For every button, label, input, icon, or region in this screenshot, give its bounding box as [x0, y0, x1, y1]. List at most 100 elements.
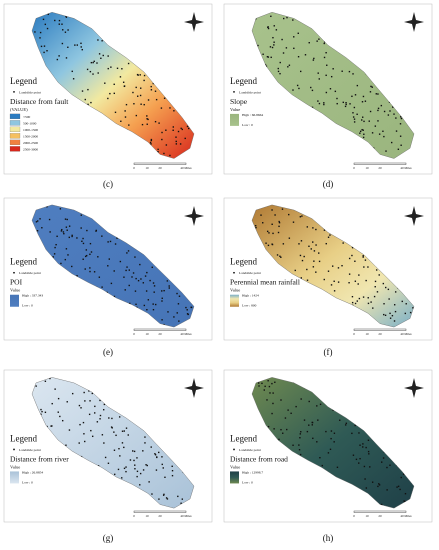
- legend-swatch: [9, 139, 21, 145]
- landslide-point: [169, 154, 171, 157]
- landslide-point: [44, 23, 47, 26]
- landslide-point: [327, 452, 330, 454]
- landslide-point: [76, 237, 78, 239]
- landslide-point: [132, 91, 134, 94]
- legend-item: High : 12998.7: [242, 470, 263, 474]
- landslide-point: [325, 52, 327, 54]
- landslide-point: [356, 84, 359, 87]
- landslide-point: [292, 89, 294, 91]
- landslide-point: [363, 133, 365, 135]
- landslide-point: [161, 300, 163, 302]
- landslide-point: [42, 18, 45, 21]
- landslide-point: [362, 116, 364, 118]
- landslide-point: [140, 103, 142, 105]
- legend-point-label: Landslide point: [239, 90, 261, 94]
- landslide-point: [132, 272, 135, 274]
- landslide-point: [54, 388, 56, 390]
- landslide-point: [318, 252, 320, 254]
- landslide-point: [35, 221, 38, 223]
- landslide-point: [60, 262, 62, 265]
- landslide-point: [351, 432, 353, 435]
- landslide-point: [86, 229, 88, 232]
- landslide-point: [171, 474, 174, 477]
- landslide-point: [57, 411, 59, 413]
- landslide-point: [51, 425, 53, 427]
- legend-subtitle: (VALUE): [10, 107, 28, 112]
- landslide-point: [80, 42, 82, 45]
- north-arrow: [184, 378, 204, 398]
- landslide-point: [116, 237, 118, 239]
- landslide-point: [180, 502, 182, 504]
- landslide-point: [311, 421, 313, 424]
- landslide-point: [303, 419, 306, 421]
- landslide-point: [312, 266, 315, 268]
- scale-bar: [353, 510, 407, 513]
- landslide-point: [90, 61, 93, 64]
- legend-item: <500: [23, 115, 30, 119]
- north-arrow: [404, 12, 424, 32]
- landslide-point: [266, 399, 268, 401]
- landslide-point: [386, 466, 388, 469]
- landslide-point: [271, 46, 274, 49]
- landslide-point: [99, 414, 102, 417]
- landslide-point: [392, 106, 394, 108]
- landslide-point: [369, 466, 371, 468]
- landslide-point: [279, 72, 281, 75]
- landslide-point: [282, 52, 285, 54]
- landslide-point: [101, 434, 104, 436]
- landslide-point: [168, 287, 170, 289]
- landslide-point: [62, 231, 65, 233]
- legend-subtitle: Value: [10, 288, 20, 293]
- landslide-point: [107, 241, 109, 243]
- landslide-point: [381, 461, 383, 463]
- layer-title: Perennial mean rainfall: [230, 278, 300, 287]
- landslide-point: [46, 27, 49, 30]
- landslide-point: [271, 382, 273, 385]
- landslide-point: [267, 380, 269, 382]
- landslide-point: [99, 418, 101, 420]
- landslide-point: [82, 258, 84, 260]
- landslide-point: [72, 78, 75, 80]
- landslide-point: [376, 291, 379, 293]
- legend-title: Legend: [10, 257, 37, 267]
- landslide-point: [329, 88, 332, 90]
- scale-label: 10: [365, 332, 369, 336]
- landslide-point: [402, 473, 405, 475]
- landslide-point: [345, 422, 348, 425]
- landslide-point: [56, 58, 59, 61]
- landslide-point: [184, 137, 186, 140]
- legend-item: Low : 0: [22, 480, 33, 484]
- landslide-point: [132, 450, 134, 452]
- landslide-point: [298, 243, 300, 245]
- landslide-point: [102, 54, 104, 57]
- landslide-point: [318, 38, 320, 40]
- landslide-point: [362, 443, 364, 445]
- landslide-point: [299, 437, 301, 439]
- landslide-point: [280, 399, 282, 401]
- landslide-point: [268, 232, 270, 234]
- landslide-point: [399, 123, 402, 125]
- landslide-point: [49, 231, 51, 233]
- panel-caption: (e): [103, 347, 113, 357]
- landslide-point: [371, 86, 373, 88]
- landslide-point: [113, 270, 115, 272]
- landslide-point: [378, 483, 380, 485]
- landslide-point: [323, 56, 326, 59]
- landslide-point: [341, 264, 343, 267]
- landslide-point: [399, 488, 401, 491]
- landslide-point: [354, 424, 356, 427]
- landslide-point: [301, 215, 303, 217]
- landslide-point: [369, 91, 372, 93]
- landslide-point: [143, 79, 145, 82]
- landslide-point: [334, 90, 337, 93]
- landslide-point: [68, 236, 70, 239]
- landslide-point: [89, 270, 91, 273]
- landslide-point: [161, 290, 163, 292]
- landslide-point: [330, 437, 332, 440]
- landslide-point: [142, 469, 145, 471]
- legend-ramp: [10, 294, 19, 307]
- landslide-point: [101, 40, 103, 42]
- landslide-point: [144, 436, 146, 438]
- landslide-point: [152, 303, 154, 305]
- scale-bar: [353, 162, 407, 165]
